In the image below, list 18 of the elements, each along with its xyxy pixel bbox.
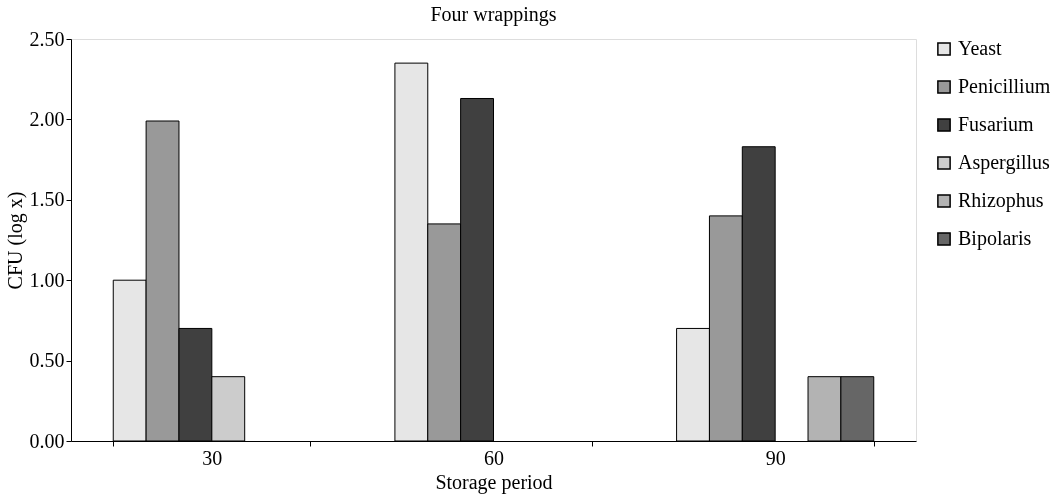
y-tick-label: 2.50 <box>29 27 65 50</box>
y-tick-label: 0.50 <box>29 349 65 372</box>
x-tick-label: 60 <box>484 446 504 469</box>
legend-label: Rhizophus <box>958 189 1044 212</box>
x-axis-title: Storage period <box>435 470 553 494</box>
y-tick-label: 1.00 <box>29 268 65 291</box>
y-tick-label: 1.50 <box>29 188 65 211</box>
y-tick-label: 0.00 <box>29 429 65 452</box>
y-axis-title: CFU (log x) <box>3 191 27 290</box>
x-tick-label: 30 <box>202 446 223 469</box>
legend-label: Yeast <box>958 37 1002 59</box>
legend-label: Fusarium <box>958 113 1034 135</box>
legend-label: Bipolaris <box>958 227 1032 250</box>
x-tick-label: 90 <box>765 446 786 469</box>
y-tick-label: 2.00 <box>29 107 65 130</box>
legend-label: Penicillium <box>958 75 1051 97</box>
legend-label: Aspergillus <box>958 151 1051 174</box>
chart-title: Four wrappings <box>430 3 557 26</box>
